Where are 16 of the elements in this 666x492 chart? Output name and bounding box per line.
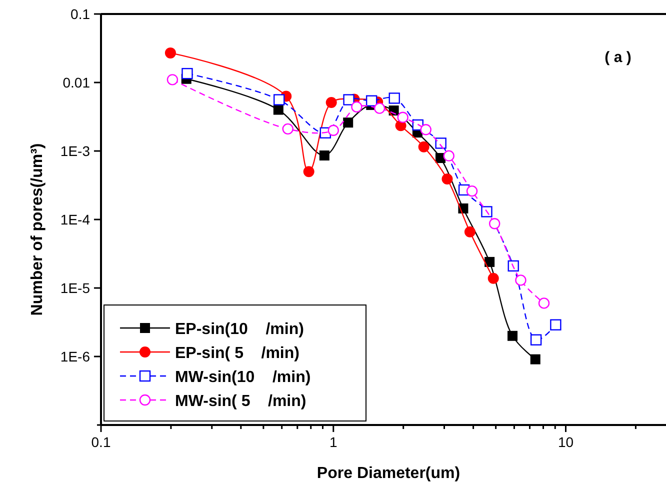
legend-label: EP-sin(10 /min)	[175, 321, 304, 338]
x-tick-label: 1	[329, 434, 338, 450]
y-tick-label: 0.01	[62, 74, 90, 90]
x-axis-title: Pore Diameter(um)	[316, 465, 460, 482]
legend-label: MW-sin(10 /min)	[175, 369, 311, 386]
y-tick-label: 0.1	[70, 6, 90, 22]
y-axis-title: Number of pores(/um³)	[29, 143, 46, 316]
y-tick-label: 1E-6	[60, 348, 90, 364]
y-tick-label: 1E-4	[60, 212, 90, 228]
annotation: ( a )	[604, 49, 632, 66]
x-tick-label: 10	[558, 434, 574, 450]
x-tick-label: 0.1	[91, 434, 111, 450]
y-tick-label: 1E-3	[60, 143, 90, 159]
y-tick-label: 1E-5	[60, 280, 90, 296]
legend-label: EP-sin( 5 /min)	[175, 345, 300, 362]
legend-label: MW-sin( 5 /min)	[175, 393, 306, 410]
